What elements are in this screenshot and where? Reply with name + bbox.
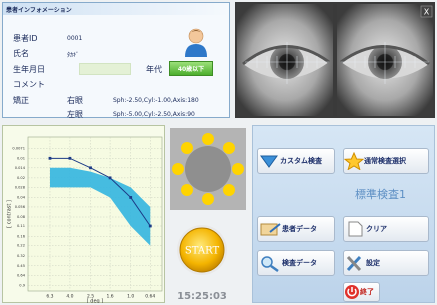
button-label: カスタム検査 xyxy=(280,156,322,166)
age-button[interactable]: 40歳以下 xyxy=(169,61,213,76)
chart: 0.0071 0.01 0.014 0.02 0.028 0.04 0.056 0.08 0.1… xyxy=(2,125,165,303)
data-point xyxy=(89,166,92,169)
close-label: X xyxy=(424,8,430,17)
y-tick-label: 0.04 xyxy=(17,195,26,199)
data-point xyxy=(129,196,132,199)
data-point xyxy=(49,157,52,160)
data-point xyxy=(149,225,152,228)
label: 氏名 xyxy=(13,48,29,59)
x-axis-label: [ deg ] xyxy=(87,299,104,304)
button-label: クリア xyxy=(366,224,387,234)
y-tick-label: 0.028 xyxy=(15,185,26,189)
label: 年代 xyxy=(146,64,162,75)
y-tick-label: 0.16 xyxy=(17,235,26,239)
data-point xyxy=(109,176,112,179)
icon xyxy=(344,220,366,238)
test-data-button[interactable]: 検査データ xyxy=(257,250,335,276)
y-tick-label: 0.08 xyxy=(17,215,26,219)
x-tick-label: 6.3 xyxy=(46,294,53,300)
y-tick-label: 0.02 xyxy=(17,176,25,180)
clear-button[interactable]: クリア xyxy=(343,216,429,242)
data-point xyxy=(69,157,72,160)
y-tick-label: 0.64 xyxy=(17,274,26,278)
button-label: 患者データ xyxy=(282,224,317,234)
label: 矯正 xyxy=(13,95,29,106)
settings-button[interactable]: 設定 xyxy=(343,250,429,276)
age-button-label: 40歳以下 xyxy=(178,64,204,73)
y-tick-label: 0.014 xyxy=(15,166,26,170)
current-test: 標準検査1 xyxy=(355,186,406,202)
start-label: START xyxy=(185,246,220,257)
icon xyxy=(258,254,282,272)
y-tick-label: 0.45 xyxy=(17,264,25,268)
exit-button[interactable]: 終了 xyxy=(343,282,380,302)
y-tick-label: 0.01 xyxy=(17,156,25,160)
screen: {"patient_info": {"title": "患者インフォメーション"… xyxy=(0,0,437,305)
y-axis-label: [ contrast ] xyxy=(7,200,13,228)
icon xyxy=(344,152,364,170)
y-tick-label: 0.11 xyxy=(17,224,25,228)
value: Sph:-2.50,Cyl:-1.00,Axis:180 xyxy=(113,97,199,104)
value: ﾀｶｷﾞ xyxy=(67,50,79,59)
x-tick-label: 1.0 xyxy=(127,294,134,300)
panel-title: 患者インフォメーション xyxy=(6,5,72,14)
label: 右眼 xyxy=(67,95,83,106)
icon xyxy=(344,254,366,272)
value: Sph:-5.00,Cyl:-2.50,Axis:90 xyxy=(113,111,195,118)
patient-data-button[interactable]: 患者データ xyxy=(257,216,335,242)
label: コメント xyxy=(13,79,45,90)
x-tick-label: 0.64 xyxy=(145,294,155,300)
button-label: 設定 xyxy=(366,258,380,268)
x-tick-label: 1.6 xyxy=(107,294,114,300)
y-tick-label: 0.056 xyxy=(15,205,26,209)
y-tick-label: 0.32 xyxy=(17,254,25,258)
icon xyxy=(258,153,280,169)
clock: 15:25:03 xyxy=(177,291,227,302)
eye-view: X xyxy=(235,2,435,118)
y-tick-label: 0.9 xyxy=(19,283,25,287)
icon xyxy=(258,220,282,238)
normal-test-button[interactable]: 通常検査選択 xyxy=(343,148,429,174)
stimulus-column: START 15:25:03 xyxy=(168,126,250,304)
y-tick-label: 0.0071 xyxy=(12,147,25,151)
button-label: 終了 xyxy=(360,287,374,297)
target-center xyxy=(185,146,231,192)
value: 0001 xyxy=(67,35,82,42)
button-label: 検査データ xyxy=(282,258,317,268)
birth-input[interactable] xyxy=(79,63,131,75)
icon xyxy=(344,284,360,300)
x-tick-label: 4.0 xyxy=(66,294,73,300)
patient-panel: 患者インフォメーション 患者ID 0001 氏名 ﾀｶｷﾞ 生年月日 年代 40… xyxy=(2,2,230,118)
label: 患者ID xyxy=(13,33,38,44)
person-icon xyxy=(183,27,209,57)
label: 生年月日 xyxy=(13,64,45,75)
custom-test-button[interactable]: カスタム検査 xyxy=(257,148,335,174)
button-label: 通常検査選択 xyxy=(364,156,406,166)
label: 左眼 xyxy=(67,109,83,120)
y-tick-label: 0.22 xyxy=(17,244,25,248)
